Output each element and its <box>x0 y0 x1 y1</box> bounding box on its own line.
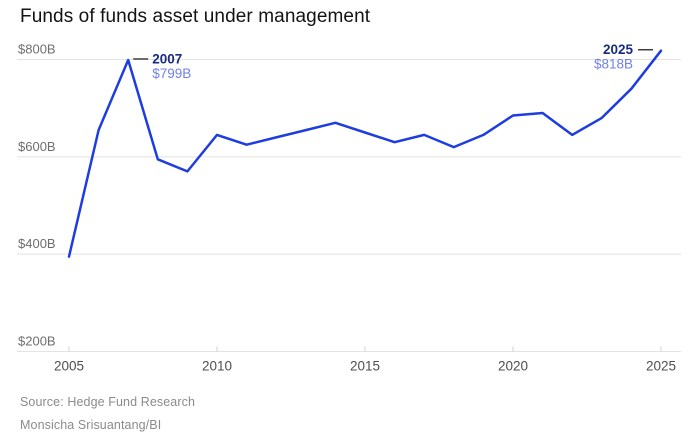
annotation: 2025$818B <box>594 42 653 72</box>
x-tick-label: 2015 <box>350 359 380 374</box>
x-tick-label: 2020 <box>498 359 528 374</box>
credit-note: Monsicha Srisuantang/BI <box>20 418 162 432</box>
y-tick-label: $600B <box>18 139 56 154</box>
annotation-value: $799B <box>152 66 191 81</box>
annotation-year: 2007 <box>152 51 182 66</box>
y-tick-label: $800B <box>18 42 56 57</box>
x-tick-label: 2010 <box>202 359 232 374</box>
gridlines: $800B $600B $400B $200B <box>17 42 681 352</box>
source-note: Source: Hedge Fund Research <box>20 395 196 409</box>
annotation: 2007$799B <box>133 51 191 81</box>
annotation-year: 2025 <box>603 42 634 57</box>
annotation-value: $818B <box>594 57 633 72</box>
x-tick-label: 2005 <box>54 359 84 374</box>
x-tick-label: 2025 <box>646 359 676 374</box>
y-tick-label: $200B <box>18 334 56 349</box>
data-line <box>67 49 663 258</box>
x-axis: 2005 2010 2015 2020 2025 <box>54 346 676 374</box>
chart-title: Funds of funds asset under management <box>20 6 371 27</box>
y-tick-label: $400B <box>18 236 56 251</box>
